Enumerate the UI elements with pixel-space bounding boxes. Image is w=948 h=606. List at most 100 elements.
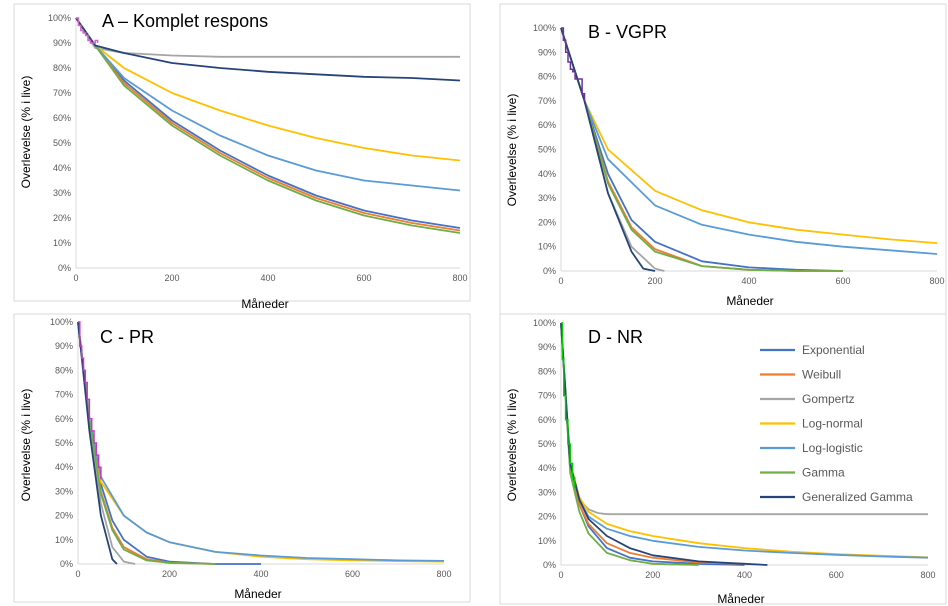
series-line-gamma [75,17,461,234]
y-tick-label: 0% [58,263,71,273]
y-tick-label: 80% [55,365,73,375]
y-tick-label: 40% [538,463,556,473]
panel-a-ylabel: Overlevelse (% i live) [19,76,33,189]
y-tick-label: 40% [53,163,71,173]
panel-b-xlabel: Måneder [726,294,773,308]
y-tick-label: 80% [538,72,556,82]
y-tick-label: 0% [543,560,556,570]
y-tick-label: 50% [538,439,556,449]
panel-d-frame [499,313,947,605]
y-tick-label: 40% [538,169,556,179]
y-tick-label: 0% [543,266,556,276]
y-tick-label: 30% [538,193,556,203]
x-tick-label: 600 [345,569,360,579]
series-line-log-logistic [75,17,461,192]
panel-a-xlabel: Måneder [241,297,288,311]
panel-d-xlabel: Måneder [717,592,764,606]
y-tick-label: 20% [55,511,73,521]
panel-b-frame [499,3,947,315]
legend-label: Gamma [802,466,845,480]
x-tick-label: 400 [253,569,268,579]
y-tick-label: 30% [538,487,556,497]
y-tick-label: 60% [55,414,73,424]
y-tick-label: 60% [538,415,556,425]
y-tick-label: 70% [538,391,556,401]
legend-label: Generalized Gamma [802,490,913,504]
y-tick-label: 70% [55,390,73,400]
panel-c-xlabel: Måneder [234,587,281,601]
y-tick-label: 70% [538,96,556,106]
x-tick-label: 600 [835,276,850,286]
panel-b-title: B - VGPR [588,22,667,42]
y-tick-label: 30% [53,188,71,198]
x-tick-label: 200 [164,273,179,283]
legend-label: Log-logistic [802,441,863,455]
series-line-log-normal [75,17,461,162]
x-tick-label: 800 [920,570,935,580]
y-tick-label: 50% [53,138,71,148]
x-tick-label: 600 [356,273,371,283]
y-tick-label: 10% [538,242,556,252]
x-tick-label: 0 [73,273,78,283]
x-tick-label: 400 [737,570,752,580]
y-tick-label: 10% [55,535,73,545]
x-tick-label: 200 [162,569,177,579]
legend-label: Gompertz [802,392,855,406]
y-tick-label: 70% [53,88,71,98]
y-tick-label: 30% [55,486,73,496]
legend-label: Log-normal [802,417,863,431]
kaplan-meier-curve [78,321,102,480]
x-tick-label: 200 [645,570,660,580]
panel-d: D - NR Måneder Overlevelse (% i live) 0%… [499,313,947,606]
x-tick-label: 800 [929,276,944,286]
y-tick-label: 50% [55,438,73,448]
y-tick-label: 60% [53,113,71,123]
y-tick-label: 10% [53,238,71,248]
y-tick-label: 80% [53,63,71,73]
y-tick-label: 20% [53,213,71,223]
y-tick-label: 10% [538,536,556,546]
y-tick-label: 0% [60,559,73,569]
legend-label: Weibull [802,368,841,382]
kaplan-meier-curve [76,17,99,44]
x-tick-label: 800 [452,273,467,283]
series-line-gompertz [75,17,460,58]
series-line-generalized-gamma [77,321,118,565]
x-tick-label: 400 [741,276,756,286]
series-line-generalized-gamma [560,27,656,272]
panel-d-title: D - NR [588,327,643,347]
y-tick-label: 60% [538,120,556,130]
x-tick-label: 400 [260,273,275,283]
y-tick-label: 100% [533,318,556,328]
kaplan-meier-curve [561,27,586,101]
y-tick-label: 100% [50,317,73,327]
panel-a-title: A – Komplet respons [102,11,268,31]
panel-b: B - VGPR Måneder Overlevelse (% i live) … [499,3,947,315]
series-line-log-normal [560,27,938,244]
panel-c: C - PR Måneder Overlevelse (% i live) 0%… [13,313,471,603]
y-tick-label: 20% [538,512,556,522]
x-tick-label: 0 [558,570,563,580]
kaplan-meier-curve [561,322,576,488]
y-tick-label: 90% [53,38,71,48]
series-line-generalized-gamma [75,17,461,82]
y-tick-label: 90% [55,341,73,351]
x-tick-label: 800 [436,569,451,579]
legend-label: Exponential [802,343,865,357]
panel-d-ylabel: Overlevelse (% i live) [505,389,519,502]
y-tick-label: 100% [533,23,556,33]
x-tick-label: 200 [647,276,662,286]
x-tick-label: 600 [829,570,844,580]
panel-a-frame [13,3,471,302]
y-tick-label: 80% [538,366,556,376]
panel-b-ylabel: Overlevelse (% i live) [505,94,519,207]
y-tick-label: 100% [48,13,71,23]
x-tick-label: 0 [75,569,80,579]
legend: Exponential Weibull Gompertz Log-normal Log-… [760,343,913,504]
y-tick-label: 90% [538,47,556,57]
panel-c-ylabel: Overlevelse (% i live) [19,389,33,502]
series-line-log-logistic [560,27,938,255]
y-tick-label: 90% [538,342,556,352]
panel-a: A – Komplet respons Måneder Overlevelse … [13,3,471,311]
